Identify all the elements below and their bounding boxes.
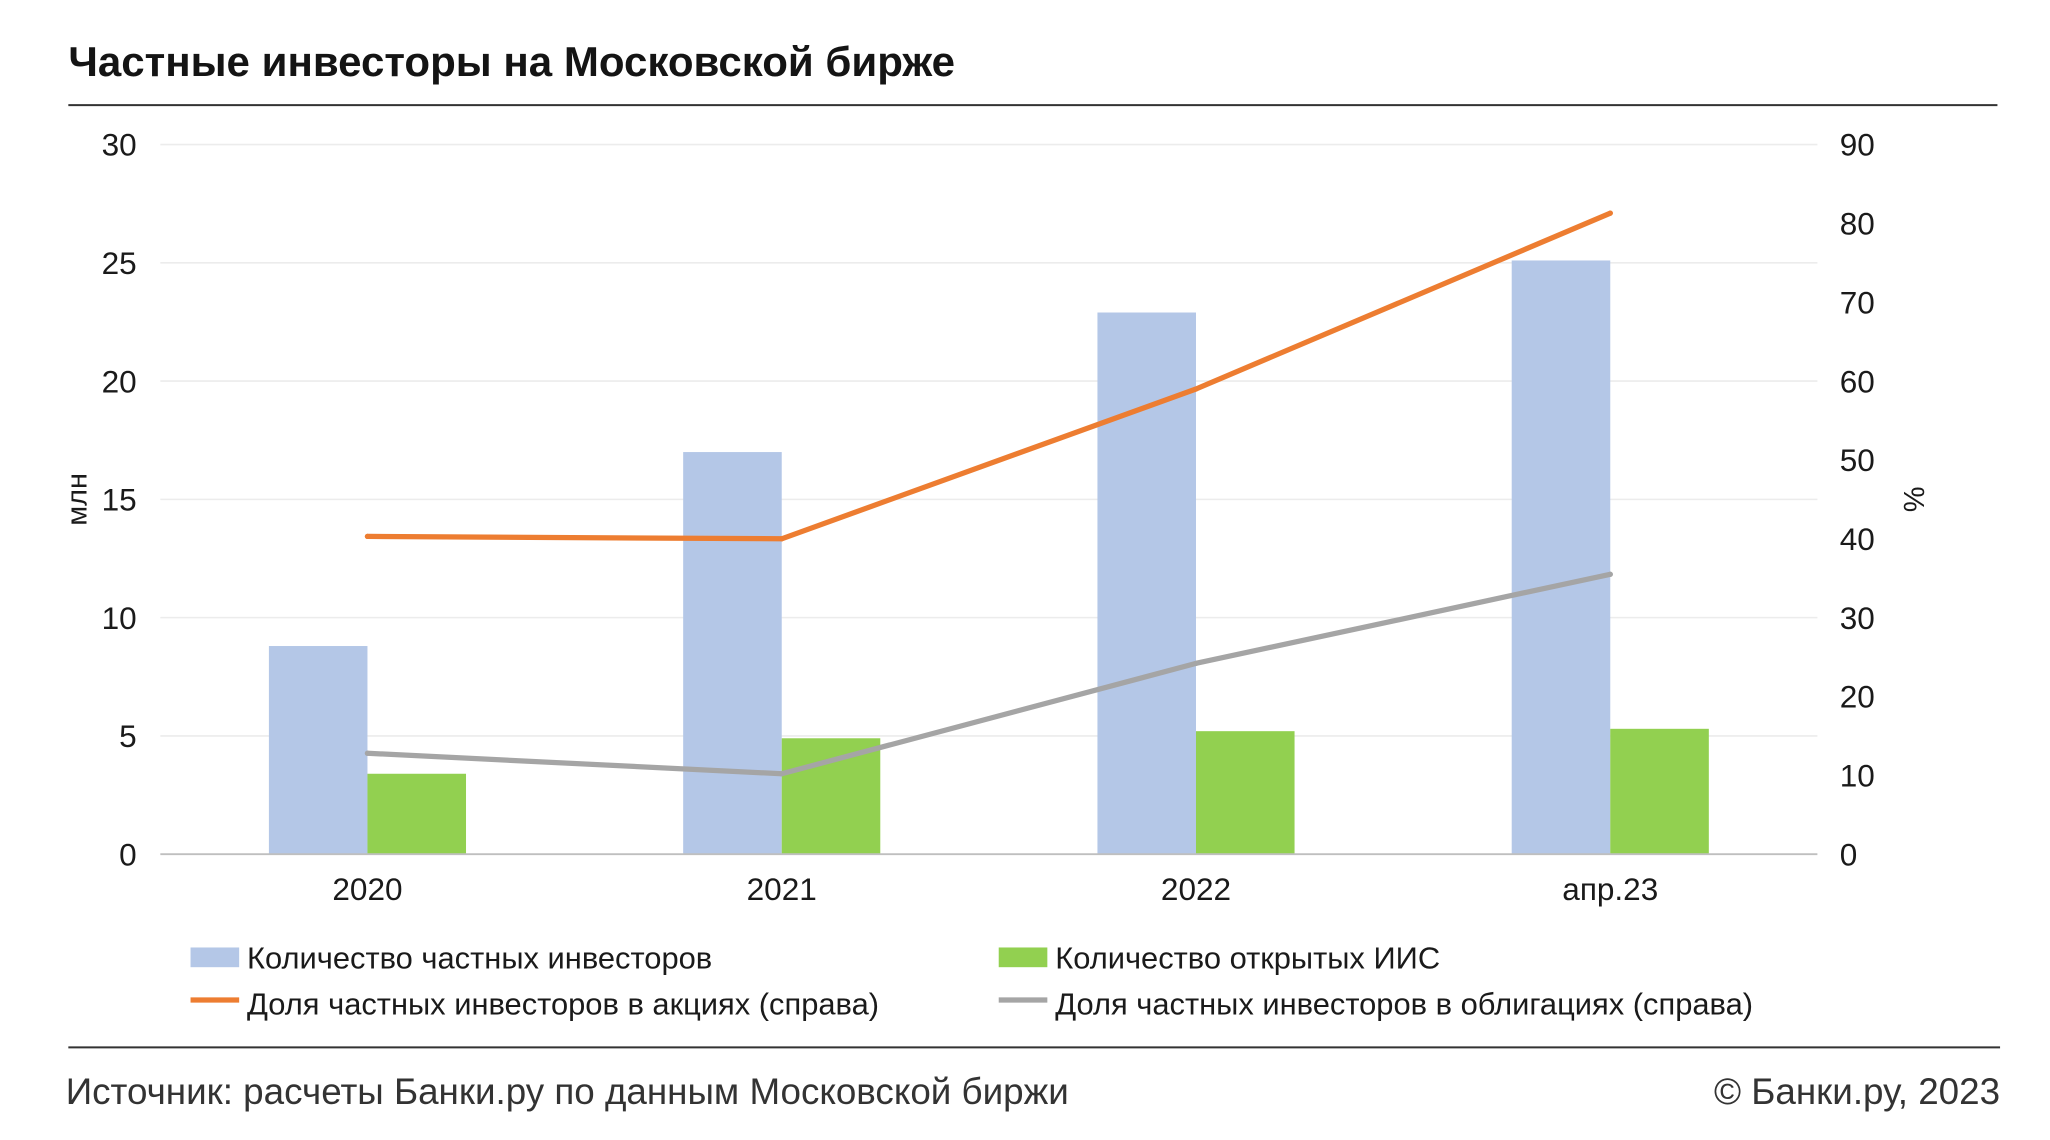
- y-tick-label-right: 70: [1840, 284, 1875, 320]
- y-tick-label-right: 10: [1840, 757, 1875, 793]
- point-stocks-share: [1607, 210, 1613, 216]
- y-tick-label-right: 30: [1840, 600, 1875, 636]
- point-stocks-share: [779, 536, 785, 542]
- bar-private-investors: [683, 452, 782, 855]
- y-tick-label-left: 25: [102, 245, 137, 281]
- copyright-note: © Банки.ру, 2023: [1714, 1071, 2000, 1112]
- legend-label-bonds-share: Доля частных инвесторов в облигациях (сп…: [1055, 986, 1753, 1021]
- y-tick-label-right: 80: [1840, 206, 1875, 242]
- legend-label-iis-accounts: Количество открытых ИИС: [1055, 941, 1440, 976]
- point-stocks-share: [1193, 386, 1199, 392]
- line-series: [364, 210, 1613, 777]
- y-tick-label-right: 0: [1840, 836, 1858, 872]
- bar-iis-accounts: [367, 773, 467, 855]
- bar-iis-accounts: [781, 738, 881, 855]
- x-tick-label: 2021: [747, 871, 817, 907]
- legend-item-bonds-share: Доля частных инвесторов в облигациях (сп…: [998, 986, 1753, 1021]
- y-tick-label-right: 90: [1840, 127, 1875, 163]
- bar-iis-accounts: [1610, 728, 1709, 855]
- y-tick-label-left: 30: [102, 127, 137, 163]
- bar-series: [268, 260, 1709, 855]
- point-bonds-share: [364, 750, 371, 756]
- bar-private-investors: [1097, 312, 1196, 855]
- chart-title: Частные инвесторы на Московской бирже: [68, 38, 955, 85]
- legend-swatch-private-investors: [190, 947, 240, 968]
- legend-label-private-investors: Количество частных инвесторов: [247, 941, 712, 976]
- bar-private-investors: [268, 646, 368, 855]
- y-tick-label-left: 5: [119, 718, 137, 754]
- line-bonds-share: [364, 571, 1613, 777]
- left-axis-ticks: 0 5 10 15 20 25 30: [102, 127, 137, 873]
- point-bonds-share: [779, 771, 785, 777]
- x-axis-ticks: 2020 2021 2022 апр.23: [332, 871, 1658, 907]
- x-tick-label: 2022: [1161, 871, 1231, 907]
- line-stocks-share: [364, 210, 1613, 542]
- y-tick-label-left: 20: [102, 363, 137, 399]
- legend-item-stocks-share: Доля частных инвесторов в акциях (справа…: [190, 986, 879, 1021]
- right-axis-title: %: [1897, 487, 1929, 513]
- y-tick-label-left: 10: [102, 600, 137, 636]
- point-bonds-share: [1607, 571, 1613, 577]
- right-axis-ticks: 0 10 20 30 40 50 60 70 80 90: [1840, 127, 1875, 873]
- y-tick-label-right: 20: [1840, 679, 1875, 715]
- y-tick-label-right: 50: [1840, 442, 1875, 478]
- bar-private-investors: [1511, 260, 1611, 855]
- x-tick-label: 2020: [332, 871, 402, 907]
- legend-label-stocks-share: Доля частных инвесторов в акциях (справа…: [247, 986, 879, 1021]
- y-tick-label-right: 40: [1840, 521, 1875, 557]
- x-tick-label: апр.23: [1562, 871, 1658, 907]
- bar-iis-accounts: [1195, 731, 1295, 855]
- y-tick-label-left: 0: [119, 836, 137, 872]
- legend-item-private-investors: Количество частных инвесторов: [190, 941, 712, 976]
- point-stocks-share: [364, 533, 371, 540]
- legend: Количество частных инвесторов Количество…: [190, 941, 1753, 1021]
- legend-swatch-iis-accounts: [998, 947, 1048, 968]
- y-tick-label-right: 60: [1840, 363, 1875, 399]
- point-bonds-share: [1193, 660, 1199, 666]
- legend-item-iis-accounts: Количество открытых ИИС: [998, 941, 1440, 976]
- y-tick-label-left: 15: [102, 482, 137, 518]
- source-note: Источник: расчеты Банки.ру по данным Мос…: [66, 1071, 1069, 1112]
- left-axis-title: млн: [62, 473, 94, 526]
- gridlines: [160, 143, 1818, 737]
